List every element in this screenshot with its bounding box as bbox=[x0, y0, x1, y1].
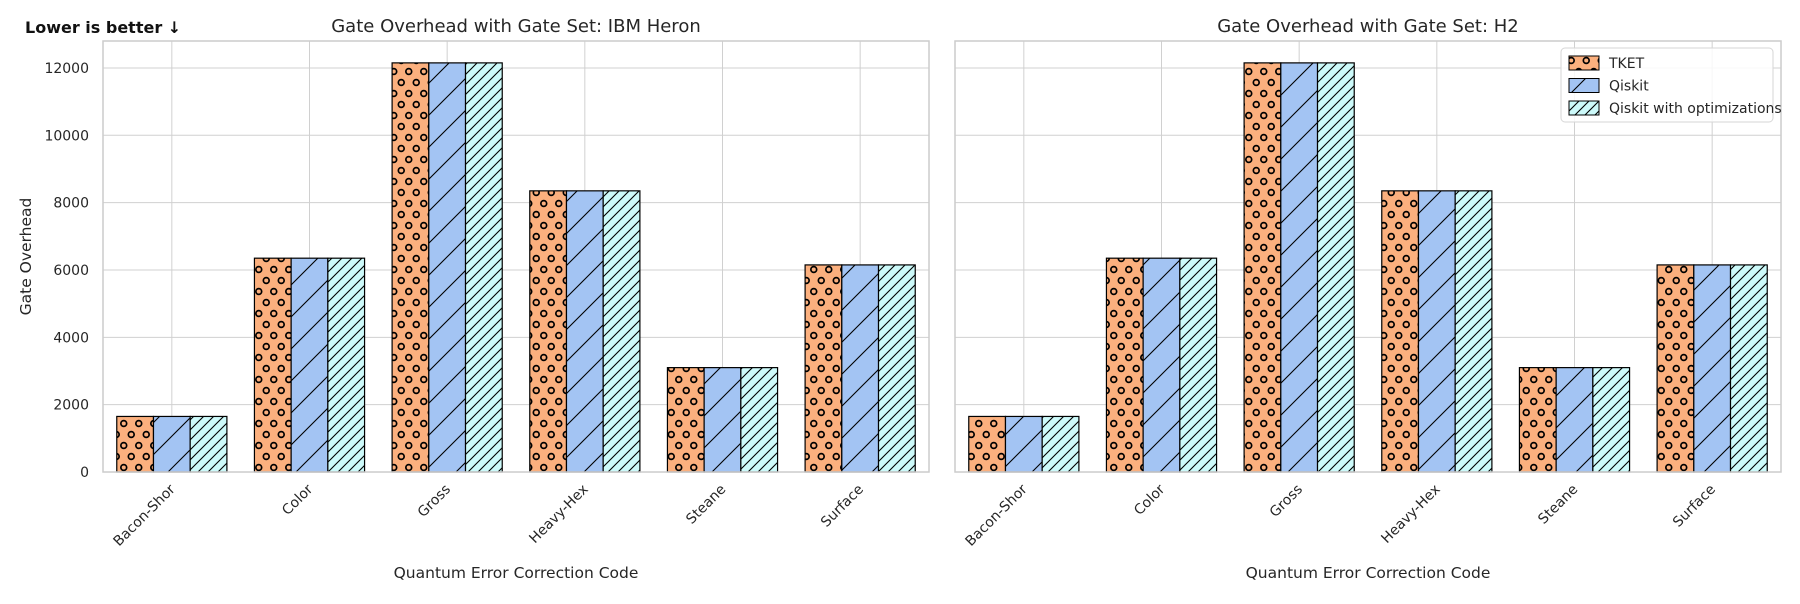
x-tick-label: Bacon-Shor bbox=[110, 481, 178, 549]
bar-heavy-hex-tket bbox=[529, 190, 568, 473]
x-tick-label: Heavy-Hex bbox=[1378, 482, 1443, 547]
bar-steane-qiskit bbox=[1555, 367, 1594, 473]
y-tick-label: 8000 bbox=[53, 196, 89, 212]
x-axis-label: Quantum Error Correction Code bbox=[394, 564, 639, 582]
chart-h2: Bacon-Shor Color Gross Heavy-Hex Steane Surfa… bbox=[954, 16, 1782, 582]
legend-swatch-qiskit bbox=[1568, 78, 1600, 93]
bar-bacon-shor-qiskit-with-optimizations bbox=[1041, 415, 1080, 473]
chart-ibm-heron: 0 2000 4000 6000 8000 10000 12000 Bacon-Shor Col… bbox=[17, 16, 930, 582]
y-tick-label: 10000 bbox=[44, 128, 89, 144]
bar-heavy-hex-qiskit bbox=[565, 190, 604, 473]
bar-bacon-shor-qiskit bbox=[1004, 415, 1043, 473]
x-tick-labels: Bacon-Shor Color Gross Heavy-Hex Steane Surfa… bbox=[110, 481, 867, 549]
x-axis-label: Quantum Error Correction Code bbox=[1246, 564, 1491, 582]
bar-heavy-hex-qiskit bbox=[1417, 190, 1456, 473]
chart-title: Gate Overhead with Gate Set: IBM Heron bbox=[331, 16, 701, 37]
bars bbox=[968, 62, 1768, 473]
bar-surface-qiskit-with-optimizations bbox=[877, 264, 916, 473]
y-axis-label: Gate Overhead bbox=[17, 198, 35, 316]
bar-surface-qiskit-with-optimizations bbox=[1729, 264, 1768, 473]
bar-heavy-hex-qiskit-with-optimizations bbox=[1454, 190, 1493, 473]
bar-surface-tket bbox=[804, 264, 843, 473]
bar-steane-qiskit-with-optimizations bbox=[740, 367, 779, 473]
bar-heavy-hex-tket bbox=[1381, 190, 1420, 473]
bar-surface-tket bbox=[1656, 264, 1695, 473]
bars bbox=[116, 62, 916, 473]
y-tick-labels: 0 2000 4000 6000 8000 10000 12000 bbox=[44, 61, 89, 481]
bar-color-qiskit-with-optimizations bbox=[1179, 257, 1218, 473]
lower-is-better-annotation: Lower is better ↓ bbox=[25, 18, 181, 37]
chart-title: Gate Overhead with Gate Set: H2 bbox=[1217, 16, 1519, 37]
bar-bacon-shor-tket bbox=[116, 415, 155, 473]
x-tick-label: Steane bbox=[683, 482, 729, 528]
bar-surface-qiskit bbox=[1693, 264, 1732, 473]
x-tick-label: Gross bbox=[415, 482, 454, 521]
bar-gross-tket bbox=[1243, 62, 1282, 473]
x-tick-label: Steane bbox=[1535, 482, 1581, 528]
bar-gross-qiskit bbox=[428, 62, 467, 473]
x-tick-label: Gross bbox=[1267, 482, 1306, 521]
bar-color-tket bbox=[1105, 257, 1144, 473]
y-tick-label: 6000 bbox=[53, 263, 89, 279]
bar-bacon-shor-qiskit bbox=[152, 415, 191, 473]
x-tick-label: Surface bbox=[818, 482, 867, 531]
legend: TKET Qiskit Qiskit with optimizations bbox=[1560, 47, 1782, 123]
bar-gross-qiskit-with-optimizations bbox=[1316, 62, 1355, 473]
x-tick-label: Color bbox=[279, 481, 316, 518]
bar-steane-qiskit bbox=[703, 367, 742, 473]
x-tick-labels: Bacon-Shor Color Gross Heavy-Hex Steane Surfa… bbox=[962, 481, 1719, 549]
bar-gross-qiskit bbox=[1280, 62, 1319, 473]
legend-swatch-tket bbox=[1568, 55, 1600, 71]
y-tick-label: 4000 bbox=[53, 330, 89, 346]
x-tick-label: Heavy-Hex bbox=[526, 482, 591, 547]
y-tick-label: 2000 bbox=[53, 398, 89, 414]
y-tick-label: 0 bbox=[80, 465, 89, 481]
legend-box bbox=[1560, 47, 1774, 123]
bar-color-qiskit bbox=[1142, 257, 1181, 473]
bar-color-qiskit-with-optimizations bbox=[327, 257, 366, 473]
bar-gross-qiskit-with-optimizations bbox=[464, 62, 503, 473]
bar-gross-tket bbox=[391, 62, 430, 473]
legend-label-qiskit-with-optimizations: Qiskit with optimizations bbox=[1609, 101, 1782, 117]
x-tick-label: Bacon-Shor bbox=[962, 481, 1030, 549]
bar-bacon-shor-qiskit-with-optimizations bbox=[189, 415, 228, 473]
plot-frame bbox=[954, 40, 1782, 473]
legend-swatch-qiskit-with-optimizations bbox=[1568, 100, 1600, 116]
x-tick-label: Color bbox=[1131, 481, 1168, 518]
bar-surface-qiskit bbox=[841, 264, 880, 473]
bar-steane-tket bbox=[1518, 367, 1557, 473]
plot-frame bbox=[102, 40, 930, 473]
legend-label-qiskit: Qiskit bbox=[1609, 79, 1649, 95]
bar-color-tket bbox=[253, 257, 292, 473]
x-tick-label: Surface bbox=[1670, 482, 1719, 531]
bar-bacon-shor-tket bbox=[968, 415, 1007, 473]
bar-heavy-hex-qiskit-with-optimizations bbox=[602, 190, 641, 473]
y-tick-label: 12000 bbox=[44, 61, 89, 77]
bar-steane-qiskit-with-optimizations bbox=[1592, 367, 1631, 473]
bar-steane-tket bbox=[666, 367, 705, 473]
bar-color-qiskit bbox=[290, 257, 329, 473]
legend-label-tket: TKET bbox=[1608, 56, 1645, 72]
